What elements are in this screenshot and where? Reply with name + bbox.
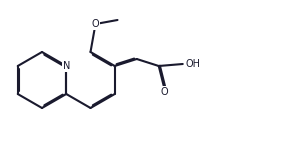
Text: N: N	[63, 61, 70, 71]
Text: O: O	[161, 87, 169, 97]
Text: OH: OH	[185, 59, 200, 69]
Text: O: O	[92, 19, 99, 29]
